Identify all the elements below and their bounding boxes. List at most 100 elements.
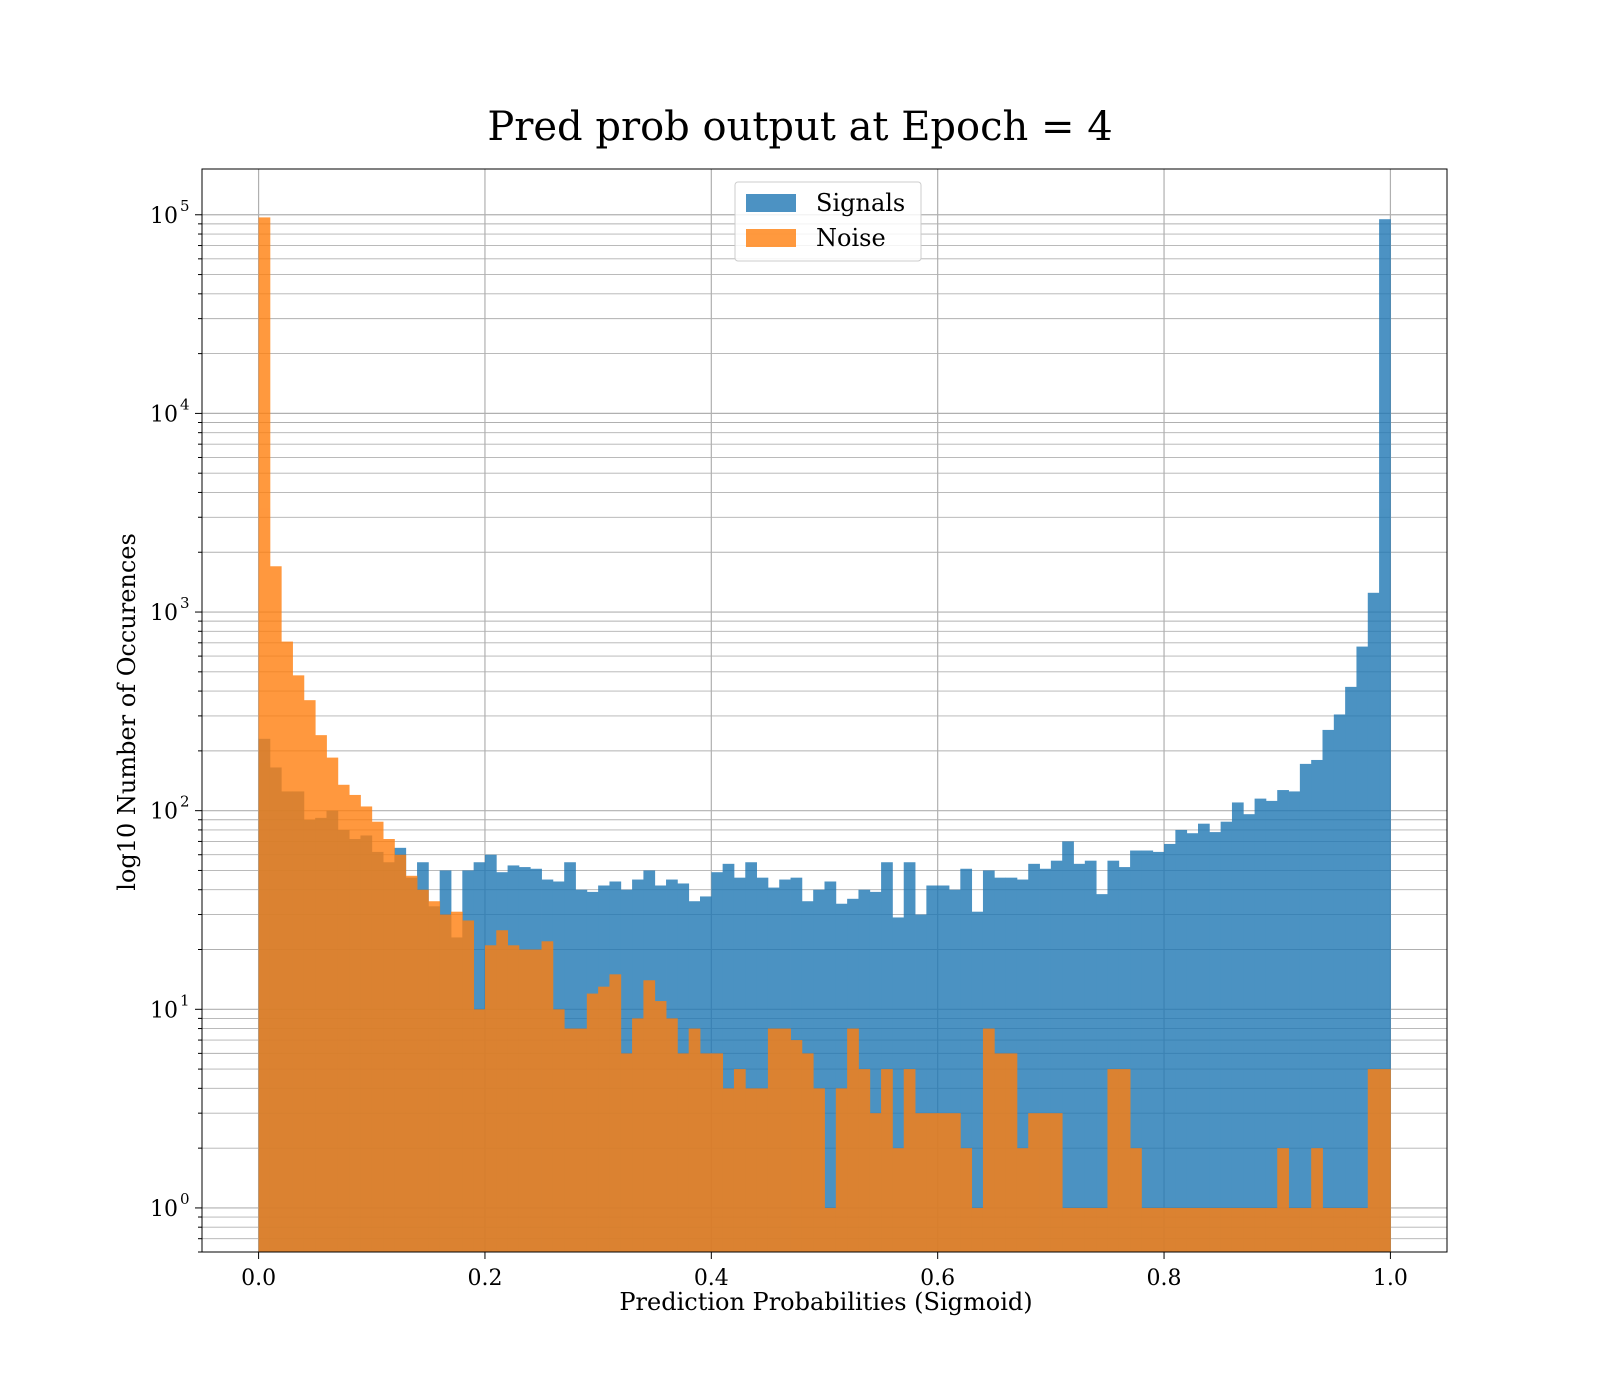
bar-signals	[881, 862, 893, 1252]
bar-noise	[1073, 1207, 1086, 1252]
bar-noise	[1164, 1207, 1176, 1252]
bar-noise	[541, 941, 554, 1252]
legend-swatch-noise	[746, 229, 796, 247]
bar-noise	[484, 945, 497, 1252]
bar-signals	[903, 862, 916, 1252]
bar-signals	[949, 889, 961, 1252]
y-tick-exponent: 5	[180, 197, 190, 215]
bar-noise	[1345, 1207, 1357, 1252]
bar-signals	[926, 885, 939, 1252]
bar-noise	[1005, 1053, 1018, 1252]
bar-signals	[1164, 843, 1176, 1252]
bar-noise	[756, 1088, 769, 1252]
bar-noise	[1175, 1207, 1188, 1252]
bar-signals	[1345, 686, 1357, 1252]
chart-title: Pred prob output at Epoch = 4	[487, 104, 1112, 150]
bar-noise	[360, 806, 373, 1252]
bar-noise	[1118, 1069, 1131, 1252]
bar-signals	[1311, 759, 1323, 1252]
bar-noise	[677, 1053, 690, 1252]
plot-frame	[201, 168, 1448, 1253]
bar-signals	[869, 891, 882, 1252]
bar-signals	[1231, 802, 1244, 1252]
bar-noise	[1277, 1148, 1289, 1252]
bar-noise	[1265, 1207, 1278, 1252]
bar-noise	[1288, 1207, 1301, 1252]
bar-noise	[1084, 1207, 1097, 1252]
bar-noise	[1379, 1069, 1391, 1252]
bar-signals	[1107, 860, 1120, 1252]
bar-noise	[1028, 1113, 1040, 1252]
bar-noise	[711, 1053, 724, 1252]
bar-signals	[1096, 894, 1108, 1252]
bar-noise	[1130, 1148, 1142, 1252]
bar-signals	[813, 889, 825, 1252]
bar-noise	[281, 641, 293, 1252]
bar-signals	[1118, 867, 1131, 1252]
bar-noise	[417, 889, 429, 1252]
bar-signals	[1379, 219, 1391, 1252]
bar-noise	[451, 911, 463, 1252]
bar-noise	[530, 949, 542, 1252]
bar-signals	[722, 863, 735, 1252]
bar-noise	[383, 839, 395, 1252]
bar-noise	[1231, 1207, 1244, 1252]
bar-signals	[1050, 860, 1063, 1252]
bar-noise	[1039, 1113, 1052, 1252]
bar-noise	[1050, 1113, 1063, 1252]
bar-noise	[688, 1028, 701, 1252]
x-axis-label: Prediction Probabilities (Sigmoid)	[619, 1288, 1032, 1316]
bar-signals	[1130, 850, 1142, 1252]
bar-signals	[1356, 646, 1369, 1252]
x-tick-label: 0.8	[1147, 1266, 1182, 1291]
bar-noise	[745, 1088, 757, 1252]
bar-noise	[881, 1069, 893, 1252]
bar-signals	[1277, 790, 1289, 1252]
bar-noise	[1299, 1207, 1312, 1252]
bar-noise	[371, 821, 384, 1252]
bar-signals	[937, 885, 950, 1252]
bar-noise	[858, 1069, 871, 1252]
bar-noise	[937, 1113, 950, 1252]
bar-noise	[926, 1113, 939, 1252]
histogram-bars	[258, 217, 1391, 1252]
bar-noise	[892, 1148, 905, 1252]
x-tick-label: 0.2	[467, 1266, 502, 1291]
bar-noise	[813, 1088, 825, 1252]
bar-signals	[1062, 841, 1074, 1252]
bar-noise	[394, 854, 407, 1252]
series-noise	[258, 217, 1391, 1252]
bar-noise	[292, 675, 305, 1252]
x-tick-label: 0.0	[241, 1266, 276, 1291]
bar-noise	[586, 993, 599, 1252]
bar-signals	[1084, 860, 1097, 1252]
bar-signals	[1220, 821, 1233, 1252]
bar-signals	[733, 877, 746, 1252]
bar-noise	[632, 1018, 644, 1252]
bar-noise	[326, 757, 339, 1252]
bar-noise	[439, 914, 452, 1252]
bar-noise	[700, 1053, 712, 1252]
bar-signals	[824, 881, 837, 1252]
bar-noise	[1107, 1069, 1120, 1252]
bar-signals	[1288, 791, 1301, 1252]
bar-signals	[1265, 800, 1278, 1252]
bar-noise	[609, 974, 622, 1252]
bar-noise	[824, 1207, 837, 1252]
y-tick-label: 10	[150, 800, 178, 825]
bar-signals	[1141, 850, 1154, 1252]
bar-noise	[643, 980, 656, 1252]
legend-label-signals: Signals	[816, 189, 905, 217]
bar-noise	[722, 1088, 735, 1252]
bar-signals	[971, 911, 984, 1252]
y-tick-exponent: 2	[180, 793, 190, 811]
bar-noise	[496, 930, 508, 1252]
bar-noise	[1220, 1207, 1233, 1252]
bar-signals	[756, 877, 769, 1252]
bar-signals	[1073, 863, 1086, 1252]
bar-noise	[1322, 1207, 1335, 1252]
bar-noise	[428, 901, 441, 1252]
y-tick-exponent: 4	[180, 395, 190, 413]
